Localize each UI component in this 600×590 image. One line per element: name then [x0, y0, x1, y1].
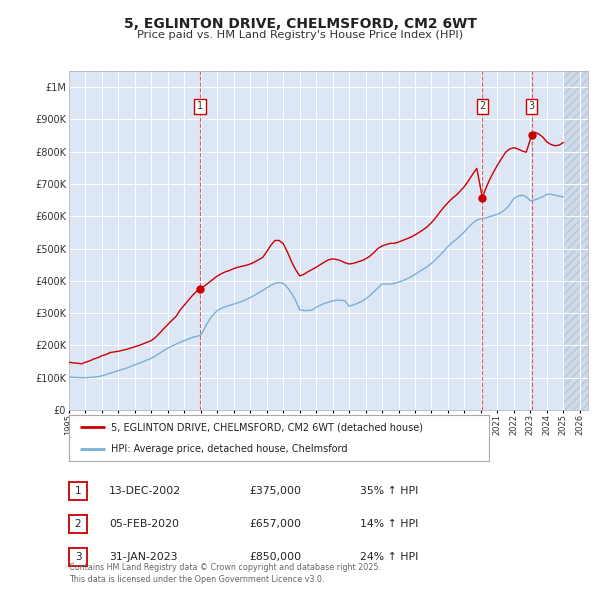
Text: 5, EGLINTON DRIVE, CHELMSFORD, CM2 6WT: 5, EGLINTON DRIVE, CHELMSFORD, CM2 6WT	[124, 17, 476, 31]
Text: 3: 3	[74, 552, 82, 562]
Text: £375,000: £375,000	[249, 486, 301, 496]
Text: 1: 1	[197, 101, 203, 112]
Text: 35% ↑ HPI: 35% ↑ HPI	[360, 486, 418, 496]
Text: £657,000: £657,000	[249, 519, 301, 529]
Text: Price paid vs. HM Land Registry's House Price Index (HPI): Price paid vs. HM Land Registry's House …	[137, 30, 463, 40]
Text: 1: 1	[74, 486, 82, 496]
Bar	[563, 71, 588, 410]
Text: 31-JAN-2023: 31-JAN-2023	[109, 552, 178, 562]
Text: HPI: Average price, detached house, Chelmsford: HPI: Average price, detached house, Chel…	[111, 444, 347, 454]
Text: 14% ↑ HPI: 14% ↑ HPI	[360, 519, 418, 529]
Text: 05-FEB-2020: 05-FEB-2020	[109, 519, 179, 529]
Text: £850,000: £850,000	[249, 552, 301, 562]
Text: 2: 2	[74, 519, 82, 529]
Text: 24% ↑ HPI: 24% ↑ HPI	[360, 552, 418, 562]
Text: 5, EGLINTON DRIVE, CHELMSFORD, CM2 6WT (detached house): 5, EGLINTON DRIVE, CHELMSFORD, CM2 6WT (…	[111, 422, 423, 432]
Text: 3: 3	[529, 101, 535, 112]
Text: Contains HM Land Registry data © Crown copyright and database right 2025.
This d: Contains HM Land Registry data © Crown c…	[69, 563, 381, 584]
Text: 13-DEC-2002: 13-DEC-2002	[109, 486, 181, 496]
Text: 2: 2	[479, 101, 485, 112]
